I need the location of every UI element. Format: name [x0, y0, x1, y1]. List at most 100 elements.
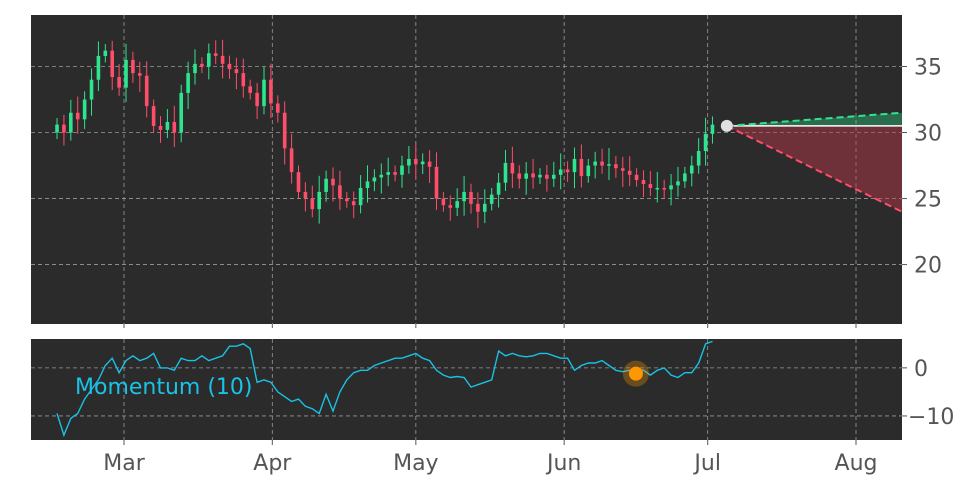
candle-body — [110, 50, 115, 78]
candle-body — [193, 63, 197, 74]
candle-body — [289, 148, 294, 173]
candle-body — [676, 181, 680, 186]
candle-body — [89, 79, 94, 100]
candle-body — [448, 205, 453, 208]
candle-body — [144, 75, 149, 107]
candle-body — [269, 79, 273, 104]
candle-body — [510, 162, 515, 174]
candle-body — [172, 121, 177, 133]
candle-body — [124, 59, 128, 88]
candle-body — [434, 166, 439, 199]
candle-body — [579, 158, 584, 177]
candle-body — [572, 158, 577, 173]
candle-body — [75, 112, 80, 120]
price-ytick-label-30: 30 — [914, 122, 942, 147]
candle-body — [165, 121, 170, 130]
candle-body — [303, 191, 308, 199]
candle-body — [393, 172, 397, 175]
candle-body — [62, 124, 66, 133]
candle-body — [82, 99, 87, 120]
candle-body — [400, 165, 404, 175]
candle-body — [469, 191, 473, 204]
candle-body — [600, 161, 604, 166]
candle-body — [627, 170, 632, 175]
candle-body — [407, 158, 411, 166]
momentum-gridlines — [31, 339, 902, 440]
candle-body — [413, 158, 418, 165]
candle-body — [296, 172, 301, 192]
candle-body — [662, 187, 666, 190]
candle-body — [151, 106, 156, 126]
candle-body — [131, 59, 135, 74]
candle-body — [248, 86, 253, 93]
candle-body — [531, 173, 535, 178]
candle-body — [186, 73, 190, 93]
candle-body — [200, 63, 204, 67]
candle-body — [455, 201, 459, 208]
candle-body — [503, 162, 508, 183]
candle-body — [441, 198, 446, 206]
candle-body — [565, 169, 570, 173]
candle-body — [655, 187, 660, 190]
candle-body — [669, 185, 673, 190]
forecast-up-area — [726, 112, 902, 126]
candle-body — [282, 112, 287, 149]
candle-body — [696, 151, 701, 166]
price-ytick-label-20: 20 — [914, 254, 942, 279]
x-tick-label-mar: Mar — [103, 451, 145, 476]
candle-body — [96, 55, 101, 80]
momentum-panel: −10 0 Momentum (10) — [31, 339, 954, 440]
price-ytick-label-25: 25 — [914, 188, 942, 213]
candle-body — [517, 173, 522, 179]
candle-body — [276, 103, 280, 113]
candle-body — [117, 77, 121, 88]
candle-body — [262, 79, 266, 107]
x-axis-labels: Mar Apr May Jun Jul Aug — [103, 440, 877, 476]
candle-body — [496, 182, 501, 195]
candle-body — [69, 112, 73, 133]
momentum-series — [56, 340, 713, 438]
price-y-axis: 20 25 30 35 — [902, 56, 942, 279]
x-tick-label-jun: Jun — [545, 451, 581, 476]
candle-body — [220, 55, 225, 64]
candle-body — [138, 73, 142, 76]
momentum-y-axis: −10 0 — [902, 357, 954, 430]
mom-ytick-label-0: 0 — [914, 357, 928, 382]
candle-body — [179, 92, 184, 133]
candle-body — [689, 165, 694, 174]
candle-body — [648, 184, 653, 188]
candle-body — [55, 124, 59, 133]
candle-body — [524, 173, 528, 179]
candle-body — [158, 125, 163, 130]
candle-body — [620, 168, 625, 171]
candle-body — [344, 198, 349, 202]
candle-body — [241, 73, 246, 87]
candle-body — [227, 63, 232, 70]
price-panel: 20 25 30 35 — [31, 15, 942, 328]
candle-body — [607, 164, 611, 166]
candle-body — [489, 194, 494, 204]
candle-body — [427, 161, 432, 167]
candle-body — [310, 198, 315, 210]
price-x-tick-marks — [123, 324, 857, 328]
forecast-cone — [720, 111, 903, 213]
candle-body — [331, 178, 335, 186]
candle-body — [324, 178, 328, 192]
candle-body — [234, 69, 239, 74]
price-ytick-label-35: 35 — [914, 56, 942, 81]
candle-body — [545, 174, 549, 179]
candle-body — [551, 174, 556, 179]
candle-body — [462, 191, 466, 202]
candle-body — [207, 53, 211, 67]
candle-body — [420, 161, 425, 165]
price-plot-area — [31, 15, 902, 324]
candle-body — [386, 172, 390, 175]
mom-ytick-label--10: −10 — [908, 405, 954, 430]
candle-body — [538, 174, 542, 178]
x-tick-label-jul: Jul — [692, 451, 721, 476]
candle-body — [213, 53, 218, 56]
candle-body — [476, 203, 480, 212]
candle-body — [558, 169, 563, 175]
candle-body — [317, 191, 321, 210]
momentum-line — [56, 340, 713, 438]
